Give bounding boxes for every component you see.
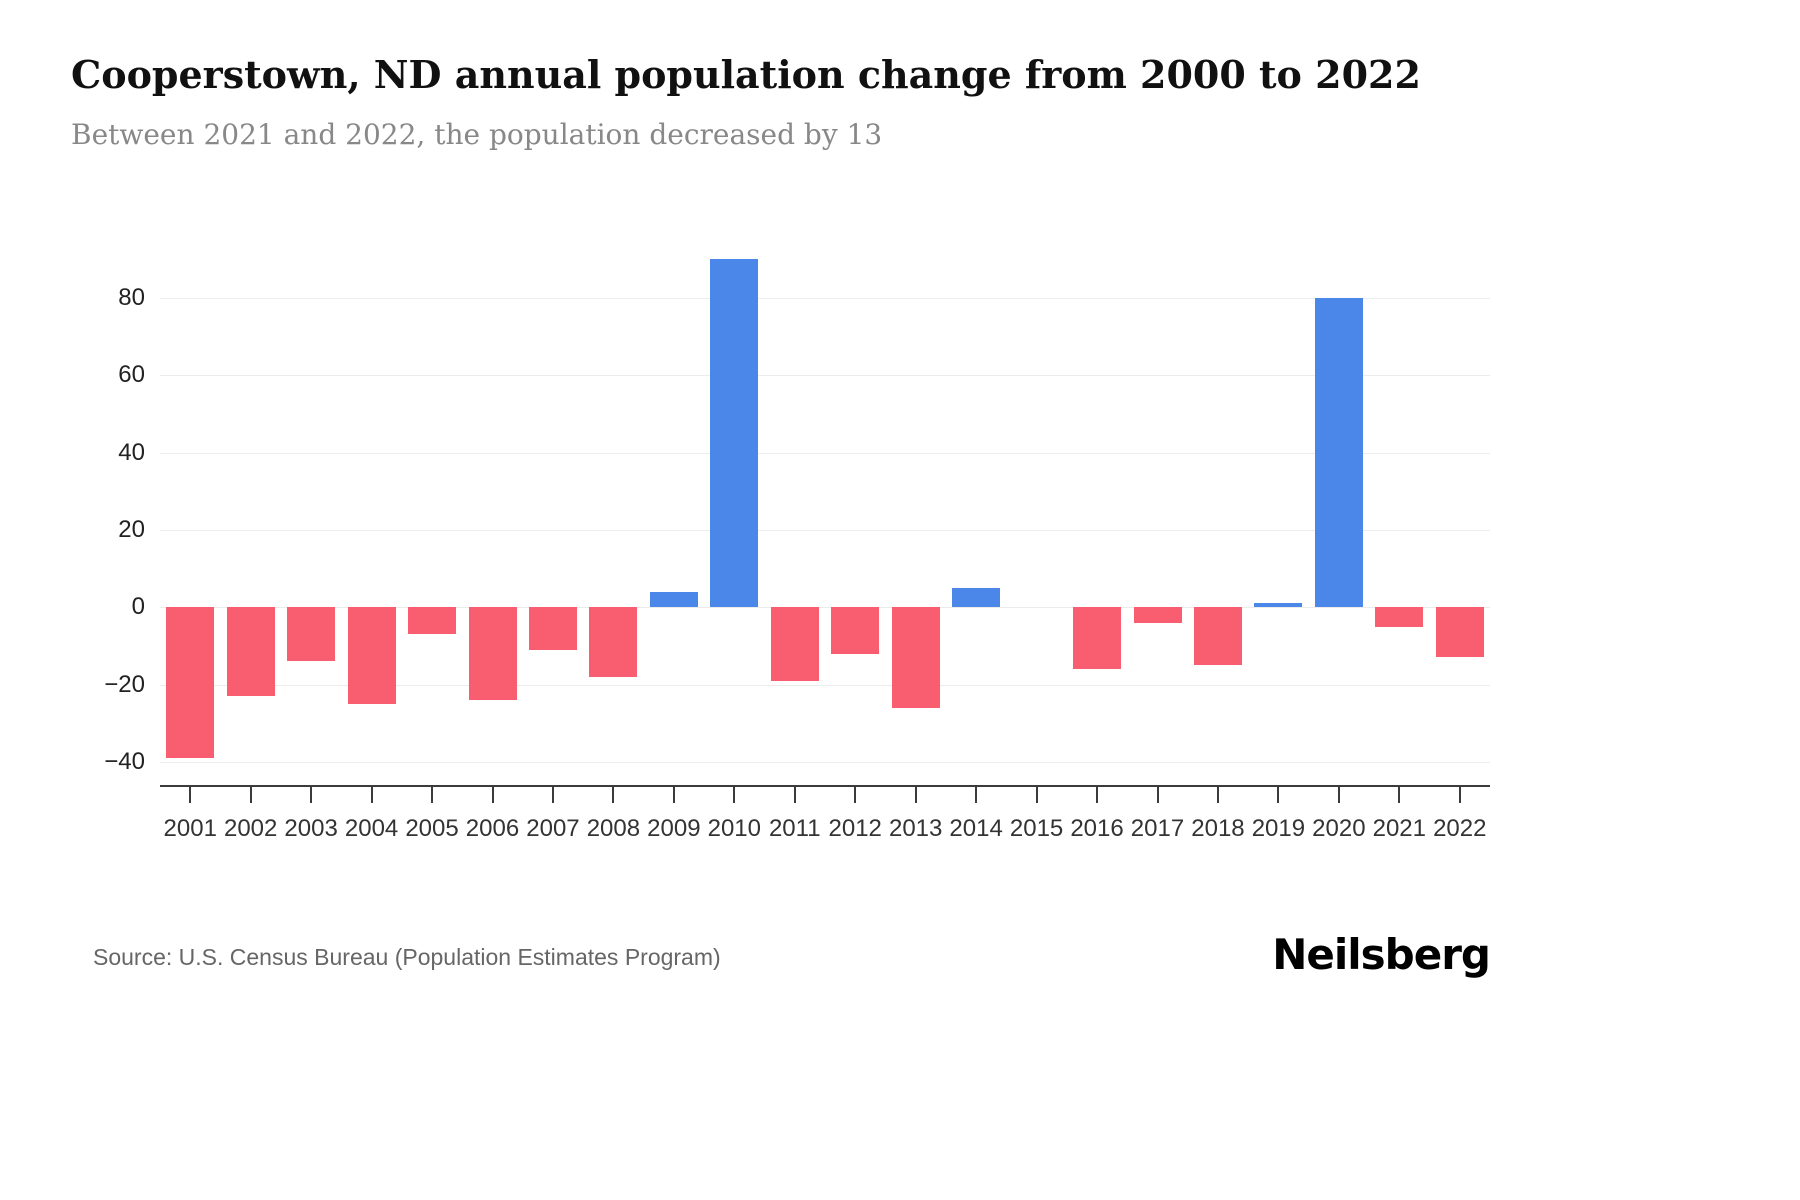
x-axis-label: 2016 bbox=[1070, 815, 1124, 842]
x-axis-label: 2001 bbox=[163, 815, 217, 842]
x-axis-tick bbox=[189, 787, 192, 803]
x-axis-tick bbox=[793, 787, 796, 803]
x-axis-tick bbox=[1156, 787, 1159, 803]
bar-2012[interactable] bbox=[831, 607, 880, 654]
x-axis-label: 2003 bbox=[284, 815, 338, 842]
gridline bbox=[160, 452, 1490, 454]
bar-2002[interactable] bbox=[226, 607, 275, 697]
bar-2017[interactable] bbox=[1133, 607, 1182, 623]
x-axis-tick bbox=[612, 787, 615, 803]
bar-2001[interactable] bbox=[166, 607, 215, 758]
x-axis-label: 2014 bbox=[949, 815, 1003, 842]
x-axis-label: 2018 bbox=[1191, 815, 1245, 842]
x-axis-tick bbox=[1096, 787, 1099, 803]
x-axis-tick bbox=[551, 787, 554, 803]
bar-2011[interactable] bbox=[770, 607, 819, 681]
x-axis-tick bbox=[854, 787, 857, 803]
x-axis-tick bbox=[1216, 787, 1219, 803]
x-axis-tick bbox=[370, 787, 373, 803]
x-axis-label: 2006 bbox=[465, 815, 520, 842]
x-axis-tick bbox=[1035, 787, 1038, 803]
x-axis-label: 2005 bbox=[405, 815, 459, 842]
x-axis-label: 2002 bbox=[223, 815, 278, 842]
x-axis-label: 2010 bbox=[707, 815, 761, 842]
x-axis-tick bbox=[491, 787, 494, 803]
bar-2016[interactable] bbox=[1073, 607, 1122, 670]
x-axis-tick bbox=[310, 787, 313, 803]
x-axis-tick bbox=[914, 787, 917, 803]
chart-subtitle: Between 2021 and 2022, the population de… bbox=[71, 118, 883, 151]
y-axis-tick-label: 40 bbox=[118, 438, 145, 466]
plot-area: −40 −20 0 20 40 60 80 2001 2002 2003 2004 2005 2006 2… bbox=[104, 240, 1490, 842]
y-axis-tick-label: −20 bbox=[104, 670, 145, 698]
x-axis-tick bbox=[1277, 787, 1280, 803]
gridline bbox=[160, 761, 1490, 763]
x-axis-tick bbox=[1458, 787, 1461, 803]
bar-2007[interactable] bbox=[528, 607, 577, 650]
gridline bbox=[160, 684, 1490, 686]
bar-2019[interactable] bbox=[1254, 603, 1303, 608]
x-axis-label: 2008 bbox=[586, 815, 641, 842]
neilsberg-logo: Neilsberg bbox=[1272, 930, 1491, 979]
bar-2003[interactable] bbox=[287, 607, 336, 662]
bar-2006[interactable] bbox=[468, 607, 517, 700]
x-axis-tick bbox=[1398, 787, 1401, 803]
x-axis-label: 2021 bbox=[1372, 815, 1426, 842]
y-axis-tick-label: 20 bbox=[118, 515, 145, 543]
gridline bbox=[160, 529, 1490, 531]
x-axis-label: 2009 bbox=[647, 815, 701, 842]
x-axis-tick bbox=[249, 787, 252, 803]
x-axis-tick bbox=[733, 787, 736, 803]
gridline bbox=[160, 375, 1490, 377]
bar-2004[interactable] bbox=[347, 607, 396, 704]
x-axis-label: 2015 bbox=[1009, 815, 1064, 842]
x-axis-label: 2017 bbox=[1130, 815, 1185, 842]
gridline bbox=[160, 297, 1490, 299]
x-axis-label: 2022 bbox=[1433, 815, 1487, 842]
bar-2021[interactable] bbox=[1375, 607, 1424, 627]
bar-2014[interactable] bbox=[952, 587, 1001, 608]
x-axis-label: 2020 bbox=[1312, 815, 1366, 842]
x-axis-label: 2013 bbox=[888, 815, 943, 842]
x-axis-label: 2007 bbox=[526, 815, 580, 842]
x-axis-tick bbox=[672, 787, 675, 803]
bar-2020[interactable] bbox=[1314, 297, 1363, 608]
gridline bbox=[160, 607, 1490, 609]
bar-2009[interactable] bbox=[649, 591, 698, 608]
y-axis-tick-label: 60 bbox=[118, 361, 145, 389]
bar-2005[interactable] bbox=[408, 607, 457, 635]
x-axis-tick bbox=[431, 787, 434, 803]
y-axis-tick-label: 80 bbox=[118, 283, 145, 311]
bar-2018[interactable] bbox=[1193, 607, 1242, 666]
bar-2008[interactable] bbox=[589, 607, 638, 677]
x-axis-tick bbox=[975, 787, 978, 803]
chart-title: Cooperstown, ND annual population change… bbox=[71, 52, 1421, 97]
x-axis-label: 2019 bbox=[1251, 815, 1306, 842]
bar-2013[interactable] bbox=[891, 607, 940, 708]
y-axis-tick-label: 0 bbox=[131, 593, 145, 621]
x-axis-label: 2012 bbox=[828, 815, 882, 842]
x-axis-tick bbox=[1337, 787, 1340, 803]
y-axis-tick-label: −40 bbox=[104, 747, 145, 775]
bar-2022[interactable] bbox=[1435, 607, 1484, 658]
x-axis-label: 2011 bbox=[768, 815, 821, 842]
bar-2010[interactable] bbox=[710, 259, 759, 608]
x-axis-label: 2004 bbox=[344, 815, 399, 842]
source-text: Source: U.S. Census Bureau (Population E… bbox=[93, 944, 721, 970]
